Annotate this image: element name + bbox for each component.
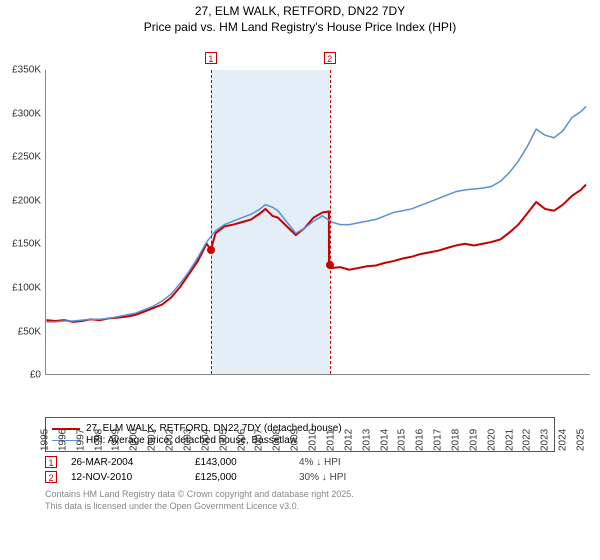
x-tick-label: 2007 xyxy=(254,415,265,451)
marker-vline xyxy=(330,70,331,374)
events-table: 1 26-MAR-2004 £143,000 4% ↓ HPI 2 12-NOV… xyxy=(45,456,555,483)
y-tick-label: £200K xyxy=(0,195,45,206)
series-line-price_paid xyxy=(46,185,586,322)
event-marker-icon: 1 xyxy=(45,456,57,468)
title-line-2: Price paid vs. HM Land Registry's House … xyxy=(0,20,600,36)
event-price: £125,000 xyxy=(195,472,285,483)
x-tick-label: 2020 xyxy=(486,415,497,451)
x-tick-label: 1997 xyxy=(75,415,86,451)
plot-area: 12 xyxy=(45,70,590,375)
x-tick-label: 2011 xyxy=(325,415,336,451)
x-tick-label: 2004 xyxy=(200,415,211,451)
chart-title: 27, ELM WALK, RETFORD, DN22 7DY Price pa… xyxy=(0,0,600,35)
x-tick-label: 2017 xyxy=(433,415,444,451)
event-row: 2 12-NOV-2010 £125,000 30% ↓ HPI xyxy=(45,471,555,483)
x-tick-label: 2024 xyxy=(558,415,569,451)
x-tick-label: 2019 xyxy=(468,415,479,451)
marker-box: 1 xyxy=(205,52,217,64)
x-tick-label: 2003 xyxy=(182,415,193,451)
x-tick-label: 2018 xyxy=(450,415,461,451)
attribution-line-1: Contains HM Land Registry data © Crown c… xyxy=(45,489,555,501)
marker-dot xyxy=(207,246,215,254)
y-tick-label: £300K xyxy=(0,108,45,119)
x-tick-label: 1998 xyxy=(93,415,104,451)
x-tick-label: 2016 xyxy=(415,415,426,451)
event-delta: 30% ↓ HPI xyxy=(299,472,346,483)
y-tick-label: £0 xyxy=(0,370,45,381)
x-tick-label: 2008 xyxy=(272,415,283,451)
event-delta: 4% ↓ HPI xyxy=(299,457,341,468)
event-date: 26-MAR-2004 xyxy=(71,457,181,468)
x-tick-label: 2010 xyxy=(308,415,319,451)
x-tick-label: 2006 xyxy=(236,415,247,451)
x-tick-label: 2009 xyxy=(290,415,301,451)
x-tick-label: 2000 xyxy=(129,415,140,451)
x-tick-label: 1999 xyxy=(111,415,122,451)
legend-label-1: 27, ELM WALK, RETFORD, DN22 7DY (detache… xyxy=(86,423,342,434)
event-marker-icon: 2 xyxy=(45,471,57,483)
attribution-line-2: This data is licensed under the Open Gov… xyxy=(45,501,555,513)
x-tick-label: 2014 xyxy=(379,415,390,451)
line-series-svg xyxy=(46,70,590,374)
marker-vline xyxy=(211,70,212,374)
event-row: 1 26-MAR-2004 £143,000 4% ↓ HPI xyxy=(45,456,555,468)
x-tick-label: 2002 xyxy=(165,415,176,451)
x-tick-label: 2012 xyxy=(343,415,354,451)
x-tick-label: 2023 xyxy=(540,415,551,451)
x-tick-label: 2022 xyxy=(522,415,533,451)
y-tick-label: £150K xyxy=(0,239,45,250)
x-tick-label: 2021 xyxy=(504,415,515,451)
x-tick-label: 1995 xyxy=(40,415,51,451)
y-tick-label: £250K xyxy=(0,152,45,163)
marker-dot xyxy=(326,261,334,269)
y-tick-label: £100K xyxy=(0,283,45,294)
x-tick-label: 2025 xyxy=(576,415,587,451)
x-tick-label: 2013 xyxy=(361,415,372,451)
event-price: £143,000 xyxy=(195,457,285,468)
series-line-hpi xyxy=(46,107,586,322)
x-tick-label: 2015 xyxy=(397,415,408,451)
marker-box: 2 xyxy=(324,52,336,64)
title-line-1: 27, ELM WALK, RETFORD, DN22 7DY xyxy=(0,4,600,20)
x-tick-label: 2005 xyxy=(218,415,229,451)
y-tick-label: £350K xyxy=(0,65,45,76)
x-tick-label: 2001 xyxy=(147,415,158,451)
y-tick-label: £50K xyxy=(0,326,45,337)
attribution: Contains HM Land Registry data © Crown c… xyxy=(45,489,555,512)
chart: £0£50K£100K£150K£200K£250K£300K£350K 12 … xyxy=(0,35,600,415)
event-date: 12-NOV-2010 xyxy=(71,472,181,483)
x-tick-label: 1996 xyxy=(57,415,68,451)
